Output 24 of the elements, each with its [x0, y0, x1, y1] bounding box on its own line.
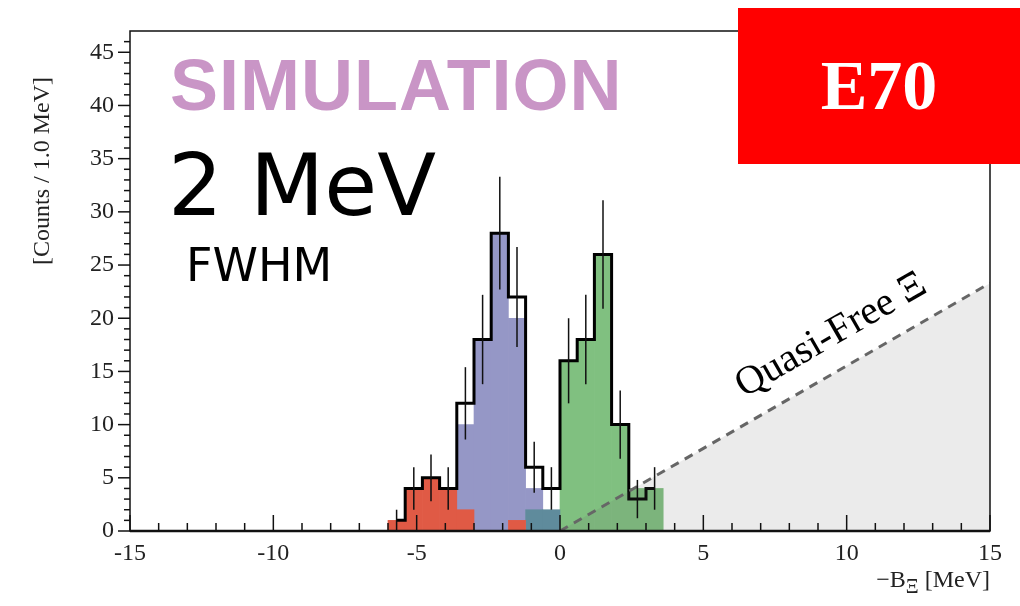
annotation: E70 — [738, 8, 1020, 164]
x-tick-label: -5 — [406, 538, 427, 565]
x-tick-label: 0 — [554, 538, 566, 565]
y-tick-label: 30 — [90, 197, 114, 224]
y-tick-label: 20 — [90, 303, 114, 330]
x-axis-title: −B$_{Ξ}$ [MeV] — [876, 566, 990, 598]
y-tick-label: 15 — [90, 356, 114, 383]
bar — [508, 520, 526, 531]
y-axis-title: [Counts / 1.0 MeV] — [28, 77, 55, 265]
x-tick-label: 10 — [834, 538, 859, 565]
x-tick-label: 15 — [978, 538, 1002, 565]
annotation: FWHM — [186, 238, 333, 292]
y-tick-label: 0 — [102, 516, 114, 543]
y-tick-label: 10 — [90, 409, 114, 436]
annotation: 2 MeV — [168, 135, 436, 235]
y-tick-label: 25 — [90, 250, 114, 277]
annotation: SIMULATION — [170, 44, 623, 126]
y-tick-label: 35 — [90, 143, 114, 170]
x-tick-label: -10 — [257, 538, 290, 565]
y-tick-label: 5 — [102, 463, 114, 490]
y-tick-label: 45 — [90, 37, 114, 64]
x-tick-label: -15 — [114, 538, 146, 565]
x-tick-label: 5 — [697, 538, 710, 565]
y-tick-label: 40 — [90, 90, 114, 117]
